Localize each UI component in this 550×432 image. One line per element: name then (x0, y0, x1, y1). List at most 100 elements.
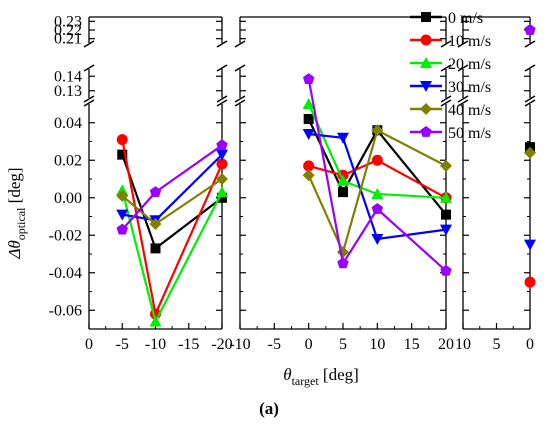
data-point-20-m-s (116, 184, 129, 196)
chart-series (116, 24, 536, 327)
axis-break-mark (524, 40, 536, 48)
x-tick-label: 0 (526, 336, 534, 353)
y-tick-label: 0.04 (54, 115, 82, 132)
axis-break-mark (457, 64, 469, 72)
data-point-40-m-s (216, 173, 228, 185)
chart-axes: 0 -5 -10 -15 -20-10 -5 0 5 10 15 20 10 5 0-0.06-0.04-… (49, 13, 536, 353)
data-point-20-m-s (302, 98, 315, 109)
x-tick-label: -5 (268, 336, 281, 353)
x-tick-label: 10 (369, 336, 385, 353)
series-10-m-s (116, 134, 536, 320)
axis-break-mark (234, 64, 246, 72)
x-axis-label-unit: [deg] (319, 365, 359, 384)
data-point-50-m-s (440, 264, 452, 276)
series-line-50-m-s (307, 78, 447, 272)
legend-label: 40 m/s (448, 102, 491, 119)
x-tick-label: -5 (116, 336, 129, 353)
x-axis-label-sub: target (292, 374, 320, 388)
axis-break-mark (457, 95, 469, 103)
data-point-20-m-s (149, 315, 162, 327)
y-tick-label: -0.02 (49, 227, 82, 244)
data-point-50-m-s (216, 139, 228, 151)
data-point-0-m-s (303, 114, 314, 124)
data-point-20-m-s (440, 191, 452, 203)
legend-item-20-m-s: 20 m/s (410, 56, 491, 73)
y-tick-label: -0.06 (49, 302, 82, 319)
data-point-30-m-s (116, 209, 129, 221)
data-point-30-m-s (371, 234, 384, 245)
y-tick-label: -0.04 (49, 265, 82, 282)
legend-marker (420, 57, 432, 68)
x-tick-label: 5 (339, 336, 347, 353)
y-axis-label: Δθoptical [deg] (5, 167, 28, 259)
data-point-40-m-s (302, 169, 315, 182)
series-line-20-m-s (307, 103, 447, 199)
data-point-30-m-s (302, 129, 315, 140)
data-point-0-m-s (217, 192, 227, 203)
data-point-10-m-s (216, 158, 228, 170)
y-tick-label: 0.23 (54, 13, 82, 30)
legend-label: 50 m/s (448, 125, 491, 142)
y-tick-label: 0.22 (54, 22, 82, 39)
axis-break-mark (440, 40, 452, 48)
series-line-0-m-s (307, 118, 447, 216)
x-tick-label: 0 (85, 336, 93, 353)
y-tick-label: 0.00 (54, 190, 82, 207)
axis-break-mark (216, 95, 228, 103)
chart-legend: 0 m/s 10 m/s 20 m/s 30 m/s 40 m/s 50 m/s (410, 10, 491, 142)
legend-item-10-m-s: 10 m/s (410, 33, 491, 50)
series-20-m-s (116, 98, 452, 327)
x-tick-label: 10 (455, 336, 471, 353)
y-tick-label: 0.14 (54, 68, 82, 85)
axis-break-mark (440, 95, 452, 103)
x-tick-label: 5 (493, 336, 501, 353)
data-point-40-m-s (524, 146, 536, 159)
data-point-20-m-s (216, 186, 228, 198)
data-point-30-m-s (440, 224, 452, 236)
data-point-30-m-s (337, 132, 349, 144)
data-point-10-m-s (371, 154, 383, 166)
data-point-10-m-s (524, 276, 536, 288)
x-axis-label: θtarget [deg] (283, 365, 359, 388)
legend-label: 0 m/s (448, 10, 483, 27)
data-point-0-m-s (150, 243, 161, 254)
figure-caption: (a) (259, 399, 279, 418)
data-point-30-m-s (524, 239, 536, 251)
axis-break-mark (83, 64, 95, 72)
legend-item-0-m-s: 0 m/s (410, 10, 483, 27)
legend-label: 10 m/s (448, 33, 491, 50)
data-point-10-m-s (116, 134, 128, 146)
x-tick-label: 20 (438, 336, 454, 353)
legend-marker (420, 103, 432, 115)
y-tick-label: 0.21 (54, 31, 82, 48)
axis-break-mark (83, 99, 95, 107)
data-point-0-m-s (338, 187, 348, 198)
axis-break-mark (440, 64, 452, 72)
axis-break-mark (457, 99, 469, 107)
x-tick-label: -20 (211, 336, 232, 353)
axis-break-mark (524, 95, 536, 103)
x-tick-label: 15 (404, 336, 420, 353)
x-tick-label: -15 (178, 336, 199, 353)
y-axis-label-sub: optical (14, 207, 28, 240)
series-50-m-s (116, 24, 536, 276)
legend-item-50-m-s: 50 m/s (410, 125, 491, 142)
x-axis-label-main: θ (283, 365, 291, 384)
data-point-40-m-s (371, 124, 384, 137)
axis-break-mark (234, 99, 246, 107)
data-point-50-m-s (371, 203, 383, 214)
legend-label: 20 m/s (448, 56, 491, 73)
axis-break-mark (83, 40, 95, 48)
legend-label: 30 m/s (448, 79, 491, 96)
axis-break-mark (216, 64, 228, 72)
data-point-10-m-s (303, 160, 315, 172)
y-axis-label-unit: [deg] (5, 167, 24, 207)
data-point-40-m-s (116, 189, 129, 202)
axis-break-mark (234, 95, 246, 103)
x-tick-label: -10 (145, 336, 166, 353)
axis-break-mark (234, 40, 246, 48)
y-tick-label: 0.13 (54, 83, 82, 100)
data-point-20-m-s (371, 188, 384, 199)
legend-marker (420, 81, 432, 92)
data-point-50-m-s (303, 73, 315, 84)
